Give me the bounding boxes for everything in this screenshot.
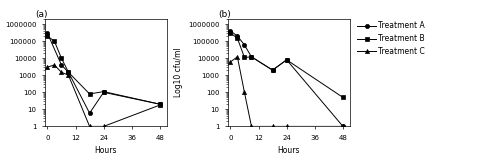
Treatment C (52, 64, 58, 66)
Line: Treatment C: Treatment C (46, 63, 162, 128)
Treatment B (228, 32, 234, 34)
Treatment C (248, 125, 254, 127)
Treatment C (86, 125, 92, 127)
Treatment A (248, 56, 254, 58)
Treatment B (284, 59, 290, 61)
Treatment A (270, 69, 276, 71)
Treatment C (228, 61, 234, 63)
Text: (b): (b) (218, 10, 231, 19)
Line: Treatment A: Treatment A (228, 29, 345, 128)
Treatment C (270, 125, 276, 127)
Treatment A (66, 71, 71, 73)
Y-axis label: Log10 cfu/ml: Log10 cfu/ml (174, 48, 182, 97)
Line: Treatment B: Treatment B (46, 34, 162, 106)
Treatment C (234, 56, 240, 58)
Treatment C (284, 125, 290, 127)
Treatment C (44, 66, 51, 68)
Treatment C (157, 104, 163, 106)
Treatment A (157, 103, 163, 105)
Treatment C (242, 91, 248, 93)
Treatment B (58, 57, 64, 59)
Treatment A (86, 112, 92, 114)
Line: Treatment A: Treatment A (46, 31, 162, 115)
Treatment B (248, 56, 254, 58)
Text: (a): (a) (35, 10, 48, 19)
Treatment B (52, 40, 58, 42)
X-axis label: Hours: Hours (94, 146, 117, 155)
Treatment A (44, 32, 51, 34)
Treatment C (66, 74, 71, 76)
Treatment A (242, 44, 248, 46)
Treatment C (340, 125, 346, 127)
Line: Treatment B: Treatment B (228, 31, 345, 100)
Treatment B (340, 97, 346, 98)
Treatment A (228, 30, 234, 32)
Treatment B (44, 35, 51, 37)
Treatment A (100, 91, 106, 93)
Treatment B (100, 91, 106, 93)
Treatment B (234, 37, 240, 39)
Line: Treatment C: Treatment C (228, 55, 345, 128)
Treatment A (284, 59, 290, 61)
Treatment B (242, 57, 248, 58)
Treatment B (66, 71, 71, 73)
Treatment A (340, 125, 346, 127)
Treatment C (58, 71, 64, 73)
Treatment A (58, 64, 64, 66)
Treatment B (157, 103, 163, 105)
Treatment A (234, 35, 240, 37)
Treatment B (86, 93, 92, 95)
Treatment B (270, 69, 276, 71)
Treatment C (100, 125, 106, 127)
Legend: Treatment A, Treatment B, Treatment C: Treatment A, Treatment B, Treatment C (356, 21, 426, 57)
X-axis label: Hours: Hours (278, 146, 300, 155)
